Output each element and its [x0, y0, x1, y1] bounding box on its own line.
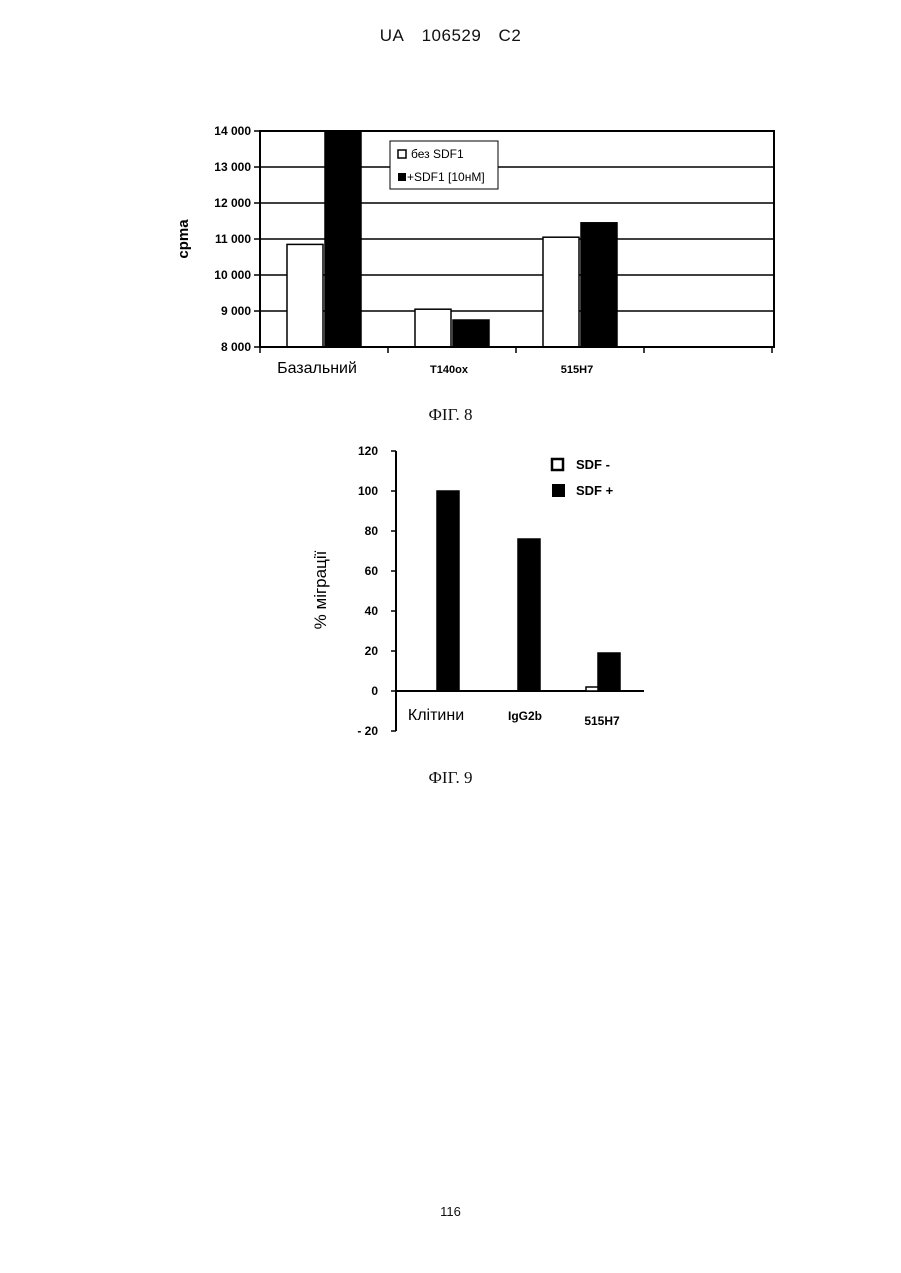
- legend-label-sdf-minus: SDF -: [576, 457, 610, 472]
- legend-swatch-sdf-plus: [552, 484, 565, 497]
- y-tick-label: 0: [371, 684, 378, 698]
- bar-sdf-plus: [518, 539, 540, 691]
- y-tick-label: 80: [365, 524, 379, 538]
- legend-label-sdf-plus: SDF +: [576, 483, 614, 498]
- bar-sdf-plus: [437, 491, 459, 691]
- x-category-label: T140ox: [430, 364, 469, 376]
- y-tick-label: 10 000: [214, 268, 251, 282]
- x-category-label: Клітини: [408, 707, 464, 724]
- x-category-label: Базальний: [277, 360, 357, 377]
- legend: SDF - SDF +: [552, 457, 614, 498]
- bar-sdf-plus: [598, 653, 620, 691]
- x-category-label: 515H7: [561, 364, 593, 376]
- x-category-label: 515H7: [584, 714, 620, 728]
- legend-label-no-sdf1: без SDF1: [411, 147, 464, 161]
- bar-no-sdf1: [287, 244, 323, 347]
- header-kind: C2: [499, 26, 522, 45]
- y-tick-label: - 20: [357, 724, 378, 738]
- legend-swatch-sdf-minus: [552, 459, 563, 470]
- x-category-label: IgG2b: [508, 709, 542, 723]
- figure-9-caption: ФІГ. 9: [0, 768, 901, 788]
- y-tick-label: 9 000: [221, 304, 251, 318]
- y-tick-label: 11 000: [215, 232, 251, 246]
- bar-sdf1: [325, 131, 361, 347]
- figure-8-chart: 8 000 9 000 10 000 11 000 12 000 13 000 14 000…: [160, 118, 790, 388]
- bar-sdf1: [581, 223, 617, 347]
- header-country: UA: [380, 26, 405, 45]
- legend: без SDF1 +SDF1 [10нМ]: [390, 141, 498, 189]
- figure-8-caption: ФІГ. 8: [0, 405, 901, 425]
- y-tick-label: 40: [365, 604, 379, 618]
- y-tick-label: 12 000: [214, 196, 251, 210]
- page-number: 116: [0, 1204, 901, 1219]
- y-tick-label: 14 000: [214, 124, 251, 138]
- bar-no-sdf1: [415, 309, 451, 347]
- bar-sdf1: [453, 320, 489, 347]
- legend-swatch-sdf1: [398, 173, 406, 181]
- y-tick-label: 60: [365, 564, 379, 578]
- y-tick-label: 100: [358, 484, 378, 498]
- document-header: UA 106529 C2: [0, 26, 901, 46]
- y-tick-label: 13 000: [214, 160, 251, 174]
- y-tick-label: 20: [365, 644, 379, 658]
- y-axis-label: cpma: [175, 219, 192, 259]
- figure-9-chart: - 20 0 20 40 60 80 100 120 Клітини IgG2b 515H7 % …: [300, 440, 660, 745]
- y-axis-label: % міграції: [311, 550, 330, 629]
- y-tick-label: 8 000: [221, 340, 251, 354]
- header-number: 106529: [422, 26, 482, 45]
- bar-no-sdf1: [543, 237, 579, 347]
- legend-label-sdf1: +SDF1 [10нМ]: [407, 170, 485, 184]
- legend-swatch-no-sdf1: [398, 150, 406, 158]
- y-tick-label: 120: [358, 444, 378, 458]
